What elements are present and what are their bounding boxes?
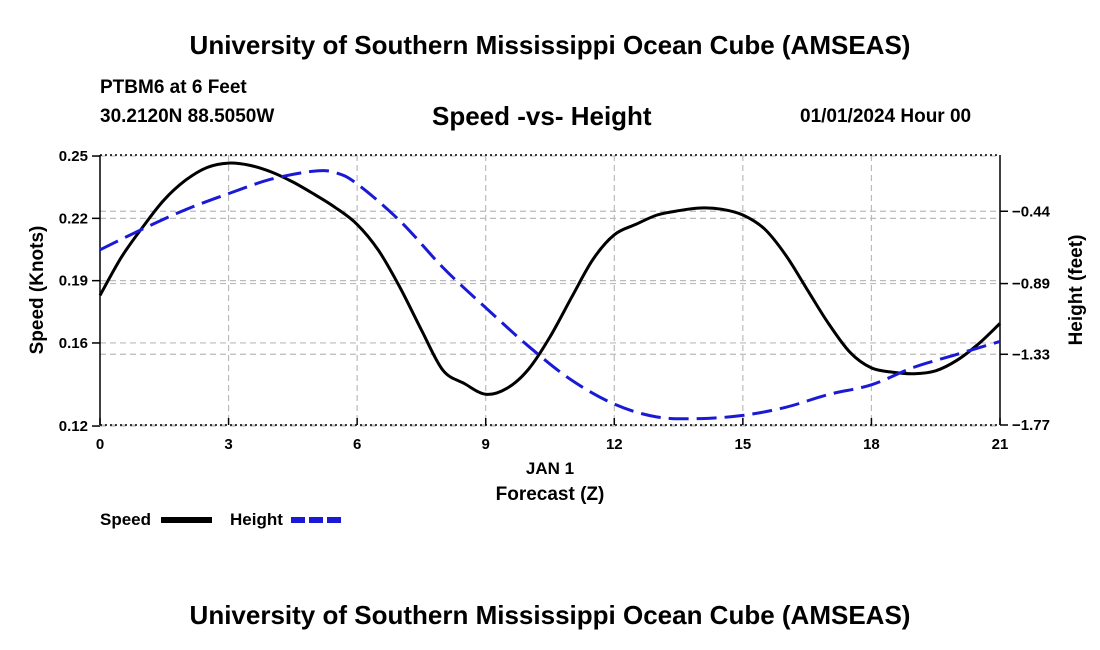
x-tick-label: 15 <box>735 436 752 453</box>
y-tick-label-left: 0.19 <box>59 273 88 290</box>
coordinates-label: 30.2120N 88.5050W <box>100 106 275 127</box>
x-tick-label: 6 <box>353 436 361 453</box>
y-tick-label-right: −0.44 <box>1012 203 1051 220</box>
y-tick-label-left: 0.12 <box>59 418 88 435</box>
legend-label-speed: Speed <box>100 510 151 529</box>
x-tick-label: 21 <box>992 436 1009 453</box>
y-tick-label-right: −1.77 <box>1012 417 1050 434</box>
y-axis-label-left: Speed (Knots) <box>27 226 48 355</box>
y-tick-label-left: 0.25 <box>59 148 88 165</box>
series-line-height <box>99 169 1001 421</box>
x-tick-label: 12 <box>606 436 623 453</box>
series-line-speed <box>98 161 1002 396</box>
x-tick-label: 3 <box>224 436 232 453</box>
header-title: University of Southern Mississippi Ocean… <box>189 30 911 60</box>
y-axis-label-right: Height (feet) <box>1066 235 1087 346</box>
x-tick-label: 9 <box>482 436 490 453</box>
x-tick-label: 18 <box>863 436 880 453</box>
legend-label-height: Height <box>230 510 283 529</box>
y-tick-label-left: 0.16 <box>59 335 88 352</box>
y-tick-label-right: −1.33 <box>1012 346 1050 363</box>
datetime-label: 01/01/2024 Hour 00 <box>800 106 972 127</box>
chart-title: Speed -vs- Height <box>432 101 652 131</box>
x-axis-sublabel: JAN 1 <box>526 459 574 478</box>
station-label: PTBM6 at 6 Feet <box>100 77 247 98</box>
footer-title: University of Southern Mississippi Ocean… <box>189 600 911 630</box>
y-tick-label-left: 0.22 <box>59 210 88 227</box>
x-tick-label: 0 <box>96 436 104 453</box>
y-tick-label-right: −0.89 <box>1012 276 1050 293</box>
x-axis-label: Forecast (Z) <box>496 484 605 505</box>
